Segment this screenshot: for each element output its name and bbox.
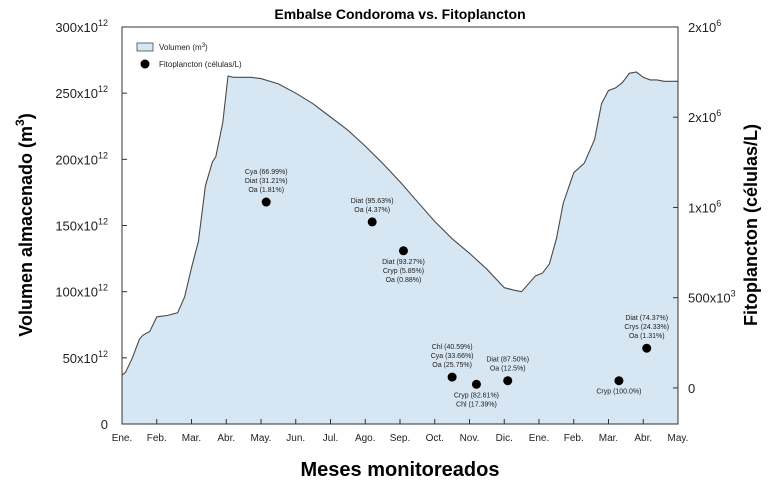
phyto-annotation: Cya (66.99%) xyxy=(245,169,288,176)
phyto-annotation: Cryp (82.61%) xyxy=(454,392,499,399)
legend-volume-label: Volumen (m3) xyxy=(159,43,208,52)
x-tick-label: Nov. xyxy=(460,433,480,444)
x-tick-label: Jun. xyxy=(286,433,305,444)
y-left-tick-exp: 12 xyxy=(98,18,108,28)
legend-marker xyxy=(140,59,150,69)
plot-area: Cya (66.99%) Diat (31.21%) Oa (1.81%) Diat … xyxy=(121,71,678,424)
phyto-point-8 xyxy=(642,343,652,353)
phyto-annotation: Diat (74.37%) xyxy=(625,315,668,322)
axes: Ene. Feb. Mar. Abr. May. Jun. Jul. Ago. Sep. Oct.… xyxy=(55,18,735,444)
x-tick-label: Feb. xyxy=(564,433,584,444)
y-right-tick-exp: 6 xyxy=(716,18,721,28)
phyto-point-2 xyxy=(367,217,377,227)
y-left-tick-label: 100x1012 xyxy=(55,283,108,300)
x-tick-label: Jul. xyxy=(323,433,339,444)
phyto-point-6 xyxy=(503,376,513,386)
y-right-tick-exp: 3 xyxy=(731,289,736,299)
phyto-annotation: Diat (87.50%) xyxy=(486,357,529,364)
y-left-tick-label: 0 xyxy=(101,417,108,432)
phyto-annotation: Oa (1.81%) xyxy=(248,187,284,194)
phyto-annotation: Chl (40.59%) xyxy=(432,344,473,351)
x-tick-label: May. xyxy=(668,433,689,444)
chart-title: Embalse Condoroma vs. Fitoplancton xyxy=(274,6,525,22)
y-right-tick-label: 1x106 xyxy=(688,198,721,215)
legend-phyto-label: Fitoplancton (células/L) xyxy=(159,60,242,69)
x-tick-label: Mar. xyxy=(599,433,618,444)
phyto-annotation: Chl (17.39%) xyxy=(456,401,497,408)
legend-volume-sup: 3 xyxy=(202,43,206,49)
y-right-tick-label: 500x103 xyxy=(688,289,736,306)
legend-area-swatch xyxy=(136,42,154,52)
phyto-annotation: Diat (93.27%) xyxy=(382,259,425,266)
phyto-point-1 xyxy=(261,197,271,207)
phyto-annotation: Oa (1.31%) xyxy=(629,333,665,340)
y-right-tick-label: 0 xyxy=(688,381,695,396)
y-right-tick-label: 2x106 xyxy=(688,18,721,35)
phyto-point-5 xyxy=(471,379,481,389)
x-tick-label: May. xyxy=(251,433,272,444)
y-right-tick-exp: 6 xyxy=(716,198,721,208)
y-axis-left-label: Volumen almacenado (m3) xyxy=(13,113,36,336)
y-axis-right-label: Fitoplancton (células/L) xyxy=(741,124,761,326)
phyto-annotation: Cryp (5.85%) xyxy=(383,268,424,275)
y-left-tick-exp: 12 xyxy=(98,283,108,293)
x-tick-label: Oct. xyxy=(426,433,444,444)
x-axis-label: Meses monitoreados xyxy=(301,459,500,481)
x-tick-label: Ene. xyxy=(112,433,133,444)
phyto-point-7 xyxy=(614,376,624,386)
volume-line xyxy=(121,71,678,376)
x-tick-label: Abr. xyxy=(634,433,652,444)
phyto-annotation: Crys (24.33%) xyxy=(624,324,669,331)
y-left-tick-exp: 12 xyxy=(98,150,108,160)
legend: Volumen (m3) Fitoplancton (células/L) xyxy=(127,38,277,74)
x-tick-label: Dic. xyxy=(496,433,513,444)
phyto-annotation: Diat (31.21%) xyxy=(245,178,288,185)
y-axis-left-label-sup: 3 xyxy=(13,119,27,126)
x-tick-label: Feb. xyxy=(147,433,167,444)
phyto-annotation: Cryp (100.0%) xyxy=(596,389,641,396)
y-left-tick-label: 200x1012 xyxy=(55,150,108,167)
y-axis-left-label-end: ) xyxy=(16,113,36,119)
phyto-point-4 xyxy=(447,372,457,382)
y-left-tick-label: 300x1012 xyxy=(55,18,108,35)
y-axis-left-label-text: Volumen almacenado (m xyxy=(16,126,36,337)
phyto-annotation: Diat (95.63%) xyxy=(351,198,394,205)
y-left-tick-label: 150x1012 xyxy=(55,217,108,234)
x-tick-label: Sep. xyxy=(390,433,411,444)
phyto-annotation: Oa (0.88%) xyxy=(386,277,422,284)
phyto-point-3 xyxy=(398,246,408,256)
y-left-tick-label: 50x1012 xyxy=(63,349,108,366)
x-tick-label: Ene. xyxy=(529,433,550,444)
legend-volume-text: Volumen (m xyxy=(159,43,202,52)
x-tick-label: Mar. xyxy=(182,433,201,444)
x-tick-label: Ago. xyxy=(355,433,376,444)
x-tick-label: Abr. xyxy=(217,433,235,444)
phyto-annotation: Oa (25.75%) xyxy=(432,362,472,369)
phyto-annotation: Oa (4.37%) xyxy=(354,207,390,214)
y-left-tick-exp: 12 xyxy=(98,84,108,94)
phyto-annotation: Oa (12.5%) xyxy=(490,366,526,373)
y-left-tick-label: 250x1012 xyxy=(55,84,108,101)
y-left-tick-exp: 12 xyxy=(98,349,108,359)
phyto-annotation: Cya (33.66%) xyxy=(431,353,474,360)
y-right-tick-label: 2x106 xyxy=(688,108,721,125)
y-right-tick-exp: 6 xyxy=(716,108,721,118)
legend-volume-end: ) xyxy=(205,43,208,52)
y-left-tick-exp: 12 xyxy=(98,217,108,227)
